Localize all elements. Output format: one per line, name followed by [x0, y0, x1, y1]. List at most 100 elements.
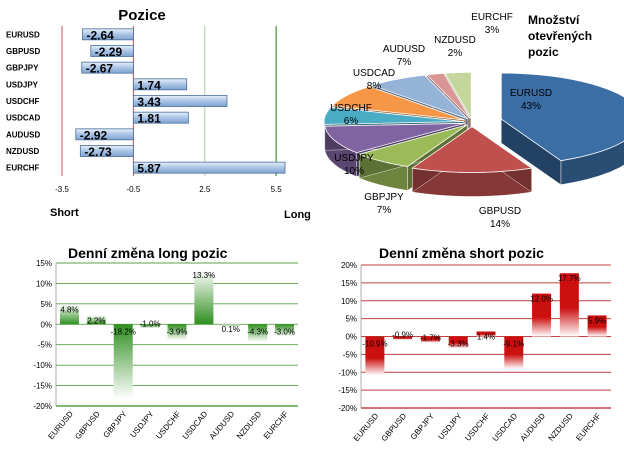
category-label-gbpjpy: GBPJPY [409, 411, 437, 441]
value-label-usdjpy: -3.3% [448, 339, 469, 348]
y-tick-label: -10% [338, 368, 357, 377]
long-label: Long [284, 209, 311, 221]
value-label-usdcad: 1.81 [137, 112, 161, 126]
value-label-gbpusd: -0.9% [392, 331, 413, 340]
short-change-chart-title: Denní změna short pozic [379, 245, 544, 261]
pie-slice-nzdusd [425, 72, 471, 119]
value-label-gbpjpy: -18.2% [111, 327, 136, 336]
pie-slice-usdcad [331, 86, 466, 121]
value-label-eurchf: 5.87 [137, 162, 161, 176]
y-tick-label: 20% [341, 261, 357, 270]
pie-slice-gbpusd [411, 126, 533, 173]
bar-eurchf [132, 161, 286, 174]
pie-label-name-eurusd: EURUSD [510, 88, 552, 99]
value-label-eurchf: 5.9% [588, 316, 606, 325]
y-tick-label: 15% [341, 279, 357, 288]
value-label-eurusd: -2.64 [86, 28, 114, 42]
bar-nzdusd [79, 145, 134, 157]
bar-usdjpy [448, 336, 468, 349]
bar-nzdusd [248, 324, 268, 342]
pie-slice-eurchf [444, 72, 472, 120]
open-positions-pie-chart: EURUSD 43% GBPUSD 14% GBPJPY 7% USDJPY 10% USDCH… [323, 12, 624, 230]
x-tick-label: 2.5 [199, 185, 211, 194]
bar-eurusd [82, 28, 134, 41]
short-label: Short [50, 207, 79, 219]
category-label-eurchf: EURCHF [574, 411, 602, 442]
pie-title-line-3: pozic [528, 45, 559, 59]
y-tick-label: -20% [33, 402, 52, 411]
pie-label-value-gbpjpy: 7% [377, 205, 392, 216]
short-change-chart: 20% 15% 10% 5% 0% -5% -10% -15% -20% -10.9% EURUSD… [338, 261, 611, 443]
value-label-nzdusd: -4.3% [247, 327, 268, 336]
pie-label-name-gbpjpy: GBPJPY [364, 192, 404, 203]
value-label-usdchf: -3.9% [167, 327, 188, 336]
value-label-eurusd: -10.9% [362, 340, 387, 349]
pie-label-name-usdcad: USDCAD [353, 68, 395, 79]
pie-label-value-nzdusd: 2% [448, 48, 463, 59]
category-label-usdjpy: USDJPY [437, 411, 465, 441]
category-label-audusd: AUDUSD [6, 130, 40, 139]
y-tick-label: 10% [341, 297, 357, 306]
category-label-gbpjpy: GBPJPY [102, 409, 130, 439]
bar-eurchf [275, 324, 295, 337]
y-tick-label: 0% [40, 320, 52, 329]
category-label-usdjpy: USDJPY [128, 409, 156, 439]
positions-chart: -3.5 -0.5 2.5 5.5 EURUSD -2.64 GBPUSD -2.29 GBPJ… [6, 26, 286, 194]
bar-audusd [75, 128, 134, 141]
category-label-nzdusd: NZDUSD [235, 409, 263, 440]
bar-usdchf [167, 324, 187, 341]
long-change-chart-title: Denní změna long pozic [68, 245, 228, 261]
value-label-usdchf: 3.43 [137, 95, 161, 109]
category-label-usdjpy: USDJPY [6, 80, 39, 89]
category-label-audusd: AUDUSD [208, 409, 237, 441]
pie-label-name-usdjpy: USDJPY [334, 153, 374, 164]
category-label-gbpjpy: GBPJPY [6, 64, 39, 73]
value-label-usdchf: 1.4% [477, 332, 495, 341]
pie-slice-eurusd [500, 72, 624, 162]
pie-label-name-nzdusd: NZDUSD [434, 35, 476, 46]
pie-slice-usdjpy [324, 122, 465, 154]
bar-gbpusd [90, 45, 134, 57]
bar-eurchf [587, 315, 607, 337]
long-change-chart: 15% 10% 5% 0% -5% -10% -15% -20% 4.8% EURUSD 2.2% G… [33, 259, 298, 441]
pie-label-value-eurchf: 3% [485, 25, 500, 36]
pie-title-line-1: Množství [528, 13, 580, 27]
pie-title-line-2: otevřených [528, 29, 592, 43]
y-tick-label: 5% [345, 315, 357, 324]
y-tick-label: -20% [338, 404, 357, 413]
category-label-usdcad: USDCAD [491, 411, 520, 443]
value-label-usdjpy: -1.0% [140, 319, 161, 328]
category-label-nzdusd: NZDUSD [547, 411, 575, 442]
category-label-usdchf: USDCHF [6, 97, 39, 106]
bar-usdcad [504, 336, 524, 370]
bar-nzdusd [559, 273, 579, 337]
x-tick-label: -3.5 [55, 185, 69, 194]
bar-usdchf [132, 95, 228, 107]
category-label-usdchf: USDCHF [463, 411, 491, 442]
value-label-usdcad: -9.1% [503, 340, 524, 349]
bar-usdjpy [140, 324, 160, 329]
y-tick-label: 15% [36, 259, 52, 268]
pie-label-name-audusd: AUDUSD [383, 44, 425, 55]
value-label-usdjpy: 1.74 [137, 78, 161, 92]
bar-audusd [532, 293, 552, 337]
pie-label-name-usdchf: USDCHF [330, 103, 372, 114]
value-label-gbpjpy: -2.67 [86, 62, 114, 76]
value-label-audusd: 0.1% [222, 325, 240, 334]
bar-audusd [221, 323, 241, 326]
pie-label-value-usdchf: 6% [344, 116, 359, 127]
positions-chart-title: Pozice [118, 7, 166, 24]
bar-usdchf [476, 331, 496, 337]
y-tick-label: -5% [343, 350, 357, 359]
pie-label-value-gbpusd: 14% [490, 219, 510, 230]
bar-eurusd [365, 336, 385, 376]
value-label-gbpjpy: -1.7% [420, 334, 441, 343]
category-label-eurusd: EURUSD [6, 30, 40, 39]
value-label-audusd: -2.92 [80, 128, 108, 142]
value-label-gbpusd: 2.2% [87, 316, 105, 325]
y-tick-label: -15% [338, 386, 357, 395]
bar-gbpusd [393, 336, 413, 340]
bar-usdjpy [132, 78, 188, 91]
x-tick-label: -0.5 [127, 185, 141, 194]
